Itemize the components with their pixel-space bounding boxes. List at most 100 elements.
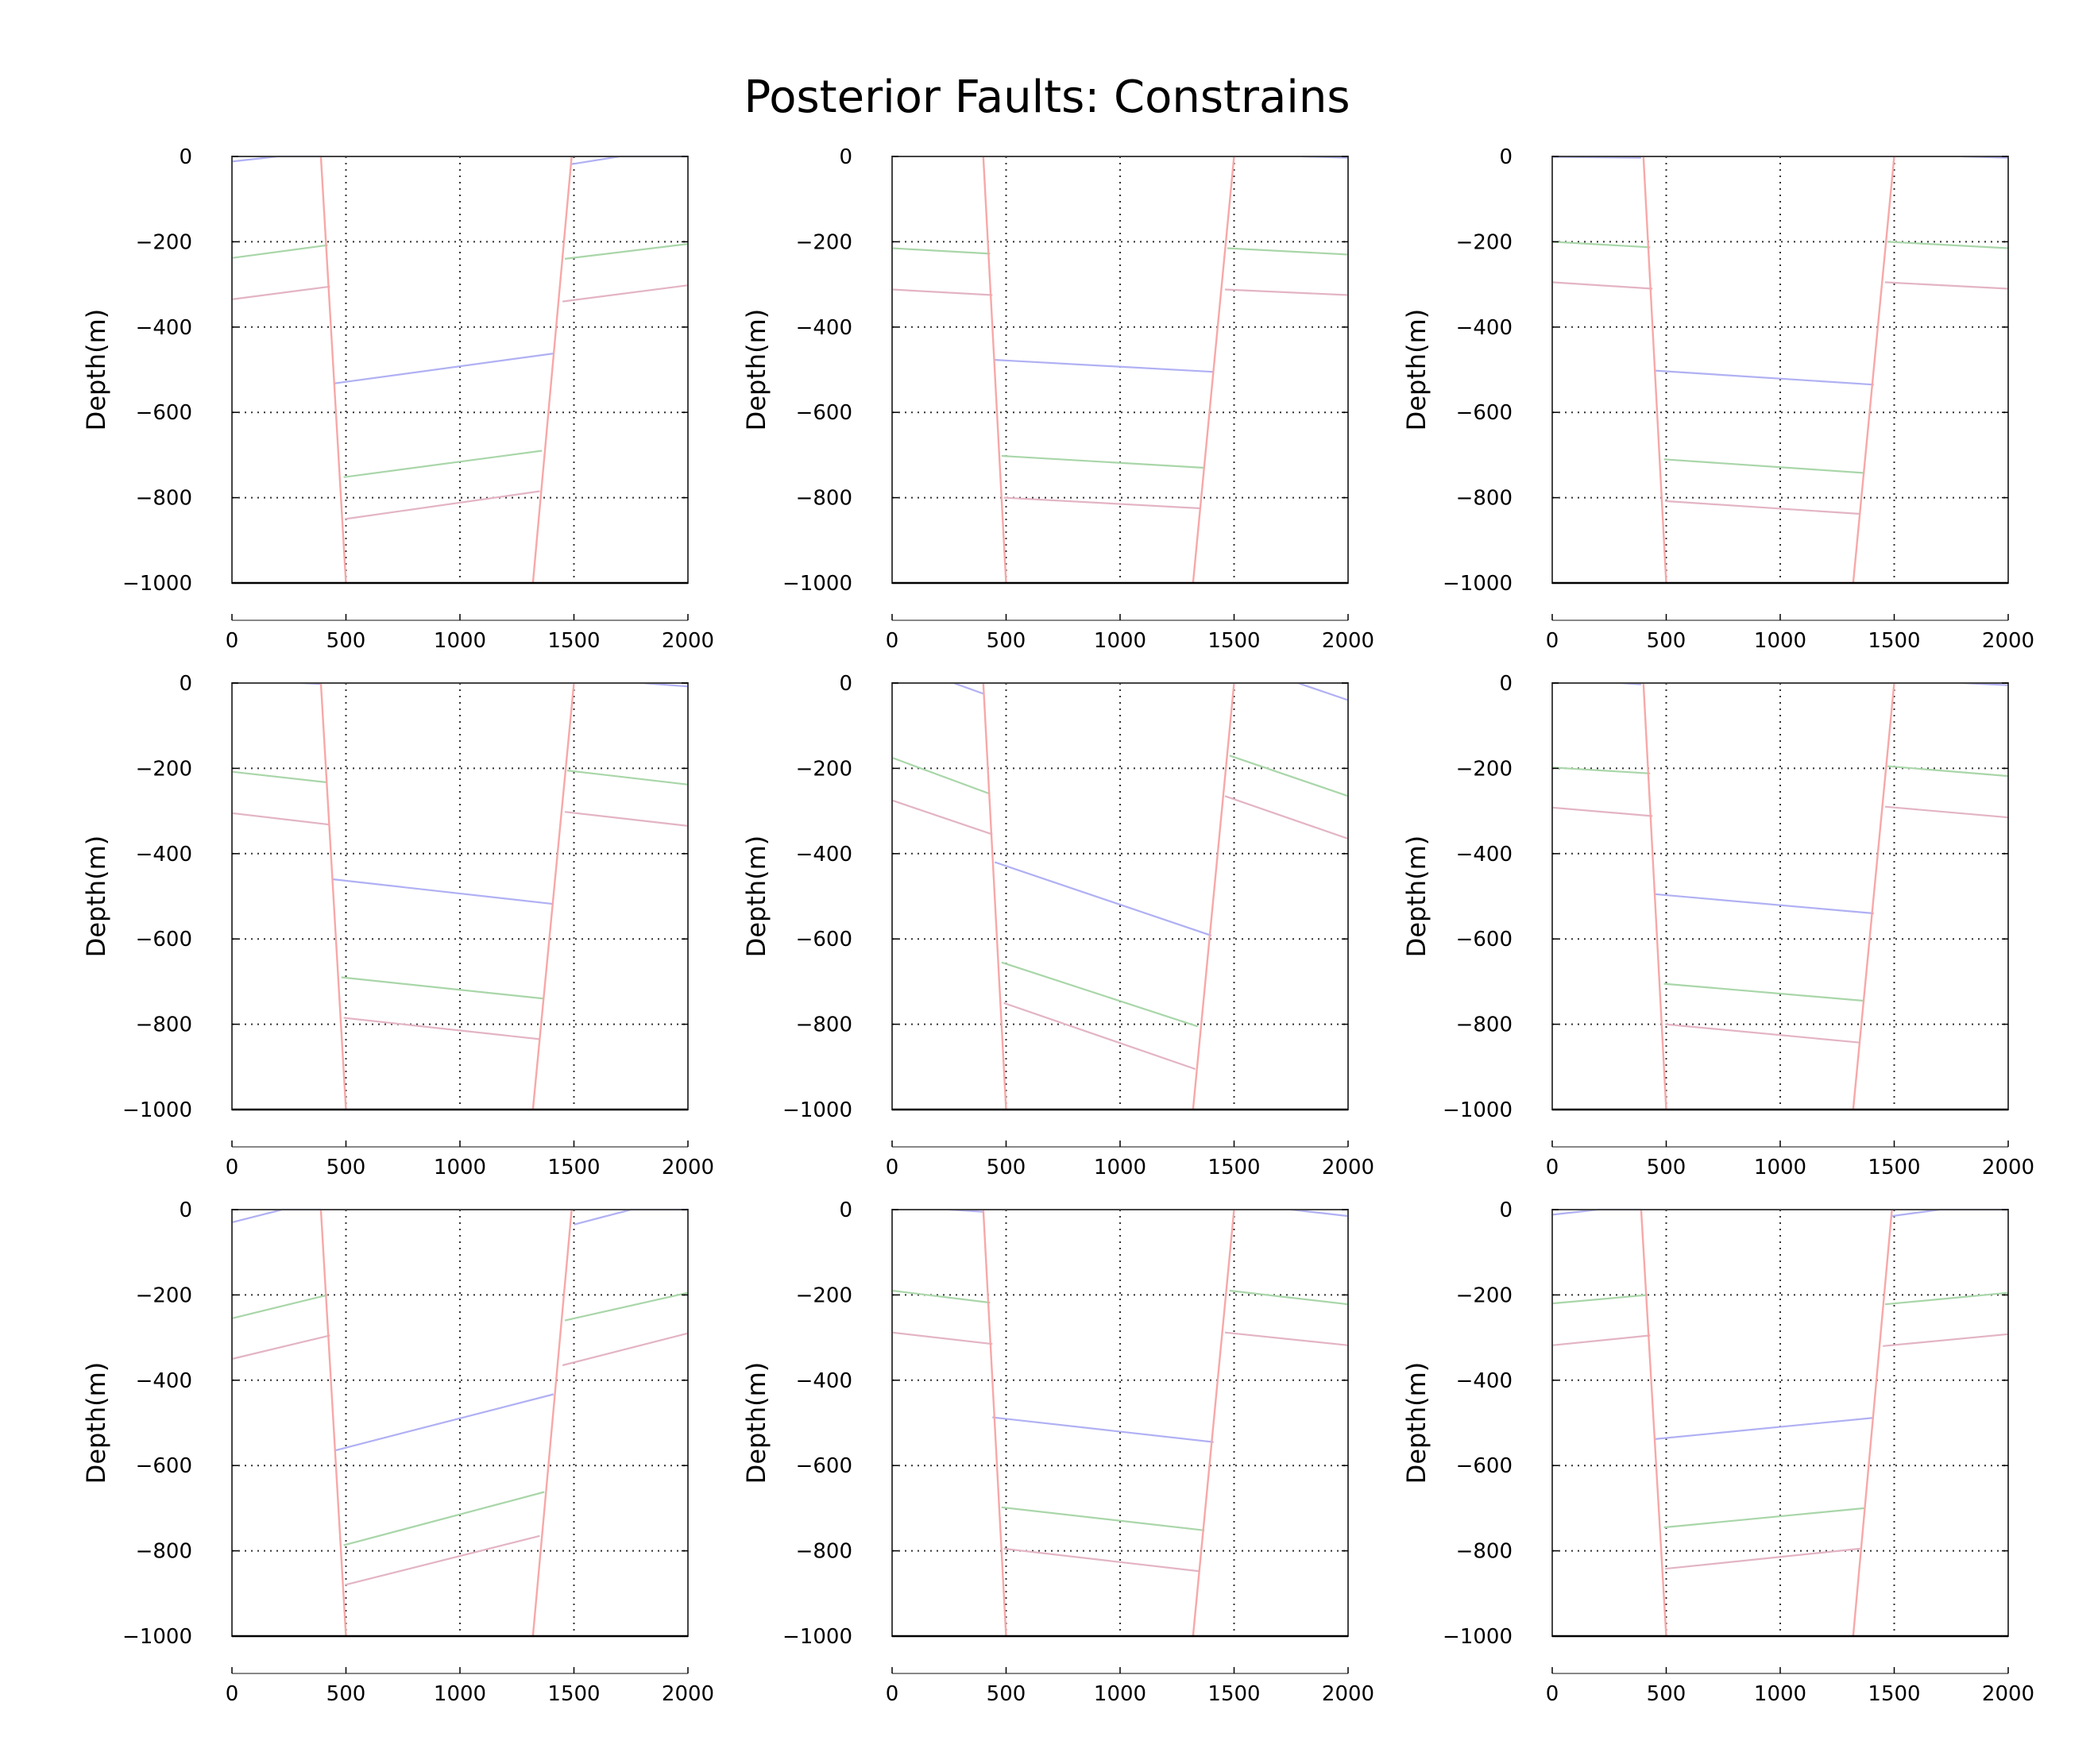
fault-line xyxy=(1192,1209,1235,1637)
horizon-line-pink xyxy=(1551,1334,1651,1346)
y-tick-label: −1000 xyxy=(122,1625,192,1649)
horizon-line-green xyxy=(1229,755,1349,797)
y-tick-label: −600 xyxy=(1456,928,1513,951)
horizon-line-pink xyxy=(1003,1547,1200,1573)
horizon-line-pink xyxy=(1551,281,1653,290)
horizon-line-blue xyxy=(1297,681,1349,701)
horizon-line-blue xyxy=(1291,1208,1349,1218)
y-tick-label: −200 xyxy=(796,757,852,781)
horizon-line-green xyxy=(231,244,328,259)
y-axis-label: Depth(m) xyxy=(81,309,111,431)
y-tick-label: −400 xyxy=(796,843,852,867)
horizon-line-blue xyxy=(953,681,984,695)
x-tick-label: 1000 xyxy=(1094,629,1146,653)
y-axis-label: Depth(m) xyxy=(1401,309,1431,431)
y-tick-label: −1000 xyxy=(1443,1098,1513,1122)
horizon-line-green xyxy=(1227,247,1349,256)
horizon-line-green xyxy=(1887,765,2009,778)
horizon-line-green xyxy=(1551,766,1651,774)
y-tick-label: −400 xyxy=(136,1369,192,1393)
y-tick-label: −1000 xyxy=(122,1098,192,1122)
x-tick-label: 2000 xyxy=(1322,1156,1374,1179)
y-tick-label: 0 xyxy=(179,1199,192,1222)
x-tick-label: 0 xyxy=(886,1156,899,1179)
y-tick-label: −600 xyxy=(136,1454,192,1478)
horizon-line-green xyxy=(341,976,545,1000)
y-tick-label: −200 xyxy=(1456,1283,1513,1307)
horizon-line-green xyxy=(1229,1289,1349,1306)
horizon-line-pink xyxy=(1884,281,2009,290)
horizon-line-blue xyxy=(1655,369,1874,386)
x-tick-label: 1000 xyxy=(1754,1156,1806,1179)
horizon-line-pink xyxy=(891,799,993,836)
x-tick-label: 0 xyxy=(226,629,239,653)
panel-8: 0 500 1000 1500 2000 0 −200 −400 −600 −800 −1000 De… xyxy=(741,1199,1374,1706)
horizon-line-pink xyxy=(343,1017,540,1040)
x-tick-label: 0 xyxy=(1546,1156,1559,1179)
panel-1: 0 500 1000 1500 2000 0 −200 −400 −600 −800 −1000 De… xyxy=(81,145,714,653)
x-tick-label: 500 xyxy=(987,1682,1026,1706)
y-tick-label: −800 xyxy=(1456,1013,1513,1037)
y-tick-label: −600 xyxy=(796,1454,852,1478)
horizon-line-pink xyxy=(344,1534,540,1586)
horizon-line-pink xyxy=(1551,806,1653,817)
panel-7: 0 500 1000 1500 2000 0 −200 −400 −600 −800 −1000 De… xyxy=(81,1199,714,1706)
y-tick-label: −400 xyxy=(796,1369,852,1393)
x-tick-label: 2000 xyxy=(1982,629,2034,653)
y-tick-label: −400 xyxy=(796,316,852,340)
x-tick-label: 1000 xyxy=(1754,629,1806,653)
x-tick-label: 2000 xyxy=(1982,1156,2034,1179)
x-tick-label: 2000 xyxy=(1322,1682,1374,1706)
y-tick-label: −800 xyxy=(796,1013,852,1037)
y-tick-label: −1000 xyxy=(1443,1625,1513,1649)
horizon-line-pink xyxy=(1003,1002,1196,1071)
y-tick-label: −400 xyxy=(136,316,192,340)
x-tick-label: 1000 xyxy=(1094,1156,1146,1179)
x-tick-label: 1000 xyxy=(1754,1682,1806,1706)
horizon-line-pink xyxy=(1003,496,1200,510)
horizon-line-blue xyxy=(334,353,554,384)
x-tick-label: 0 xyxy=(226,1156,239,1179)
horizon-line-pink xyxy=(231,285,330,300)
horizon-line-green xyxy=(566,770,689,786)
y-tick-label: 0 xyxy=(179,145,192,169)
horizon-line-green xyxy=(564,243,689,260)
x-tick-label: 1500 xyxy=(1868,1156,1920,1179)
horizon-line-blue xyxy=(994,861,1212,936)
horizon-line-blue xyxy=(1655,1417,1874,1440)
horizon-line-green xyxy=(1001,1506,1205,1531)
x-tick-label: 0 xyxy=(886,1682,899,1706)
horizon-line-green xyxy=(891,247,991,255)
fault-line xyxy=(531,1209,573,1637)
y-tick-label: −200 xyxy=(796,230,852,254)
y-tick-label: −200 xyxy=(1456,757,1513,781)
horizon-line-blue xyxy=(332,878,554,905)
x-tick-label: 1500 xyxy=(547,629,600,653)
y-tick-label: −800 xyxy=(136,1013,192,1037)
horizon-line-green xyxy=(891,756,991,795)
x-tick-label: 0 xyxy=(1546,1682,1559,1706)
panel-9: 0 500 1000 1500 2000 0 −200 −400 −600 −800 −1000 De… xyxy=(1401,1199,2034,1706)
y-tick-label: −600 xyxy=(136,928,192,951)
x-tick-label: 1000 xyxy=(434,1682,486,1706)
x-tick-label: 1500 xyxy=(1868,629,1920,653)
y-tick-label: 0 xyxy=(1499,672,1513,696)
y-axis-label: Depth(m) xyxy=(1401,1362,1431,1484)
x-tick-label: 500 xyxy=(987,629,1026,653)
y-tick-label: 0 xyxy=(1499,1199,1513,1222)
fault-line xyxy=(1852,682,1895,1110)
fault-line xyxy=(319,682,347,1110)
y-tick-label: 0 xyxy=(839,1199,852,1222)
horizon-line-blue xyxy=(992,1416,1214,1443)
horizon-line-pink xyxy=(1224,288,1349,296)
x-tick-label: 1500 xyxy=(1207,629,1260,653)
y-tick-label: −1000 xyxy=(782,1098,852,1122)
fault-line xyxy=(982,682,1007,1110)
horizon-line-green xyxy=(231,770,328,784)
x-tick-label: 500 xyxy=(1647,629,1686,653)
horizon-line-pink xyxy=(1224,795,1349,840)
x-tick-label: 1000 xyxy=(1094,1682,1146,1706)
y-tick-label: −400 xyxy=(1456,1369,1513,1393)
y-tick-label: 0 xyxy=(839,145,852,169)
